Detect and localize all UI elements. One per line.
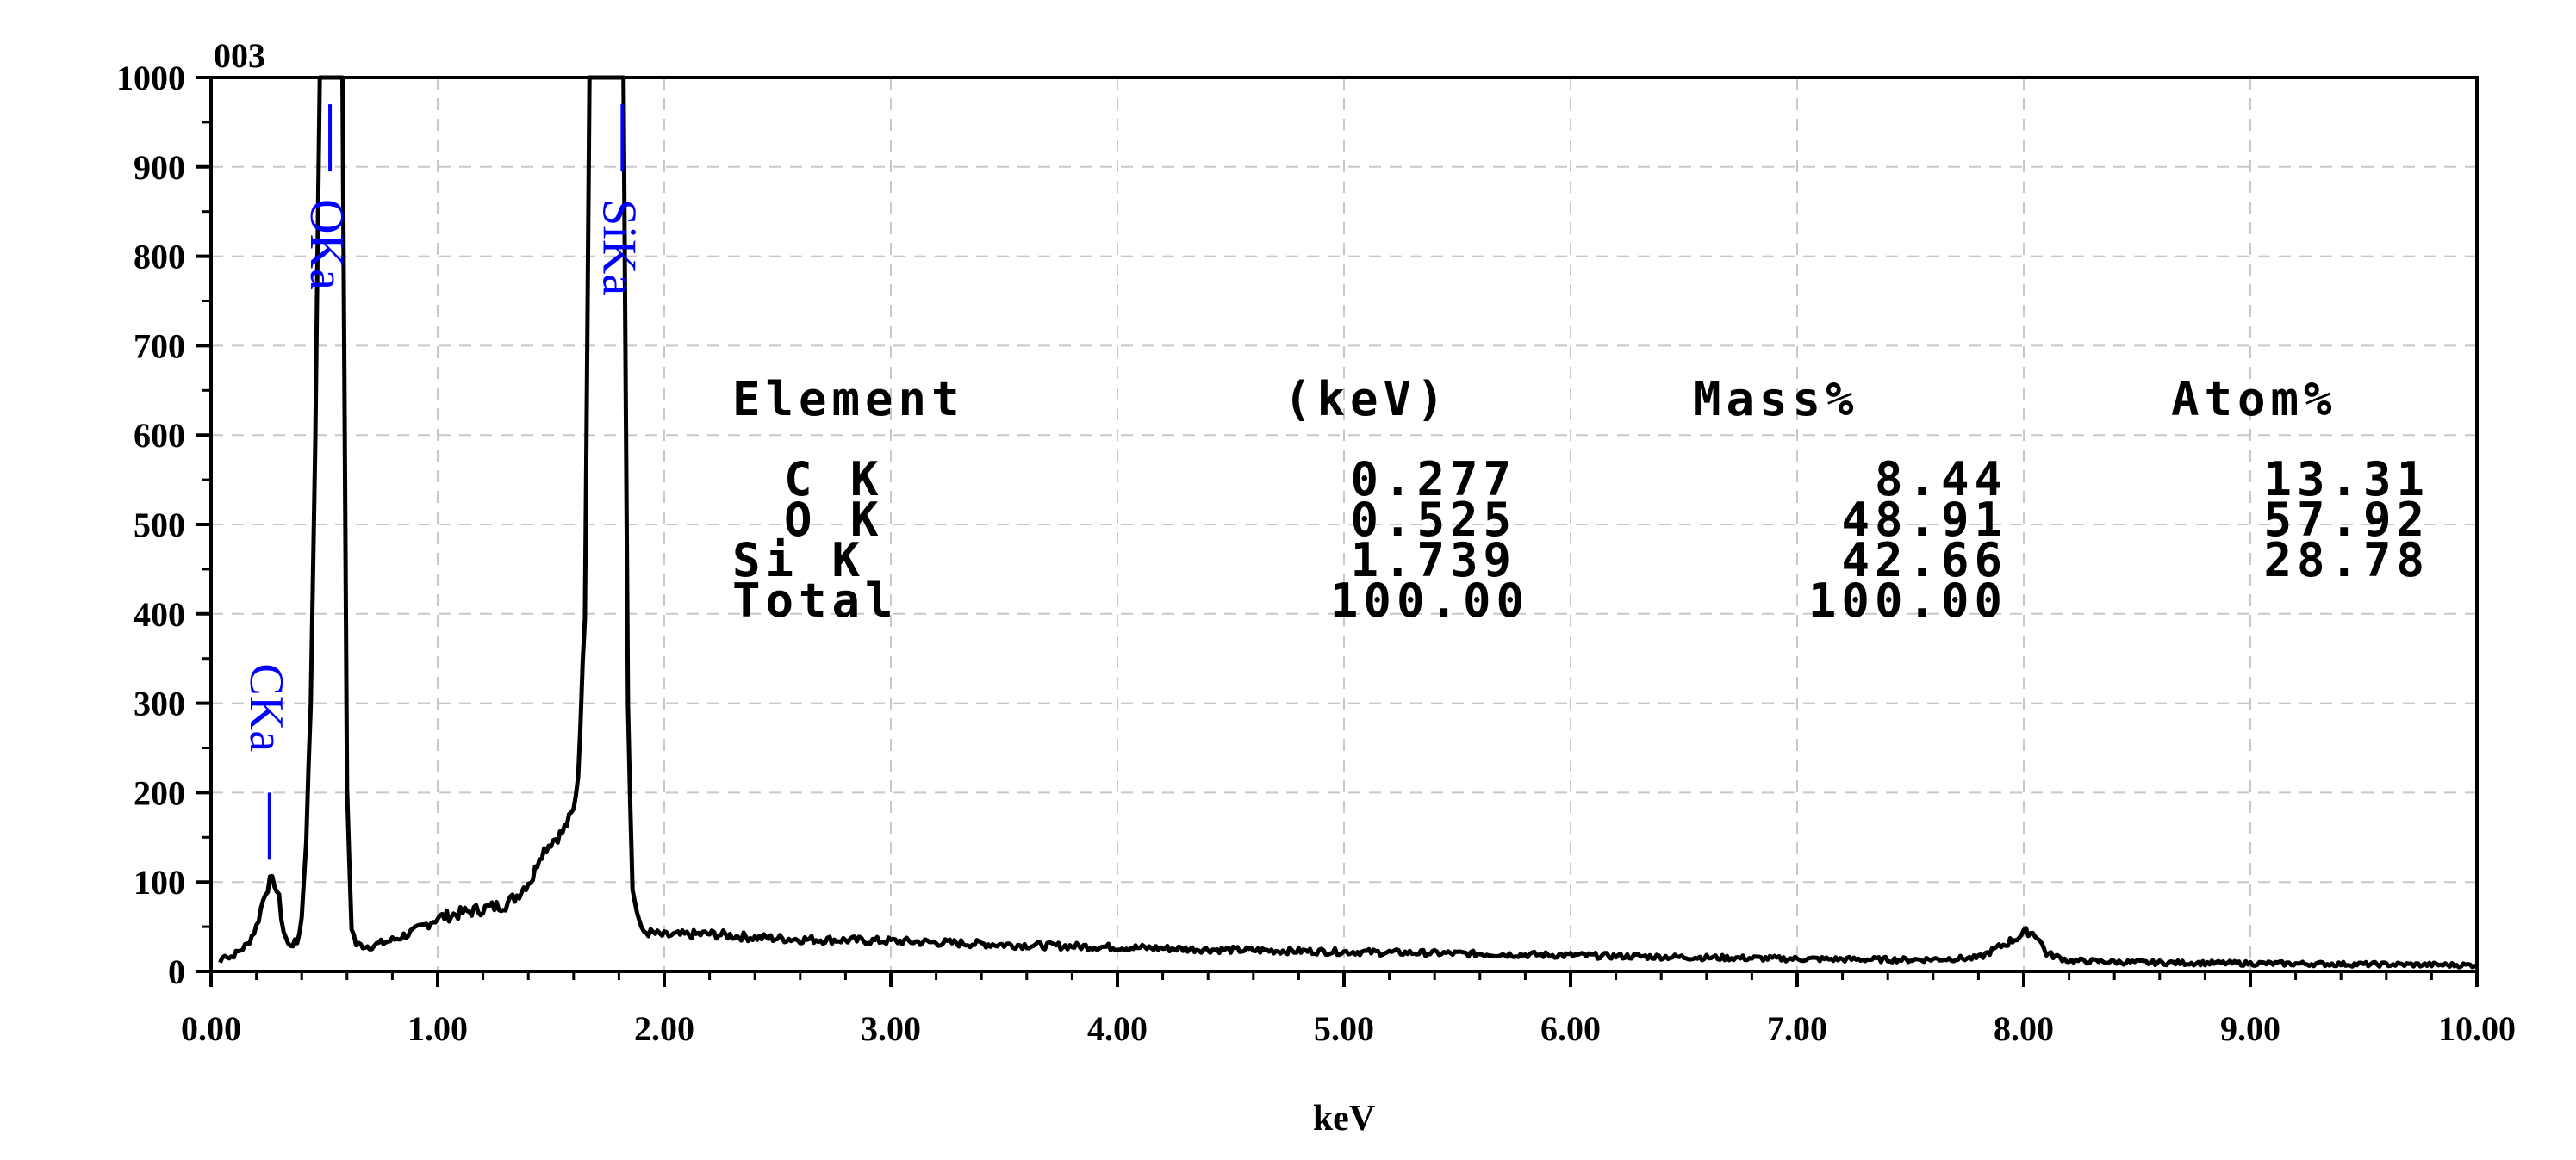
x-tick-label: 5.00	[1314, 1009, 1374, 1048]
peak-label-sika: SiKa	[592, 199, 645, 295]
table-cell: Total	[732, 574, 899, 628]
x-axis-title: keV	[1313, 1099, 1375, 1138]
table-cell: 0.277	[1350, 452, 1516, 506]
table-cell: O K	[784, 493, 884, 547]
table-cell: 48.91	[1841, 493, 2007, 547]
x-tick-label: 2.00	[634, 1009, 694, 1048]
table-cell: 42.66	[1841, 533, 2007, 587]
table-cell: 57.92	[2263, 493, 2430, 547]
y-tick-label: 900	[134, 148, 185, 187]
y-tick-label: 0	[168, 952, 185, 991]
table-cell: 100.00	[1808, 574, 2007, 628]
grid-lines	[211, 78, 2477, 971]
x-tick-label: 1.00	[408, 1009, 468, 1048]
peak-labels: CKa OKa SiKa	[240, 104, 645, 860]
table-cell: 28.78	[2263, 533, 2430, 587]
table-header-1: (keV)	[1284, 372, 1450, 426]
y-tick-label: 600	[134, 416, 185, 455]
spectrum-line	[218, 75, 2479, 970]
peak-label-cka: CKa	[240, 663, 293, 752]
table-cell: 1.739	[1350, 533, 1516, 587]
table-cell: 8.44	[1875, 452, 2007, 506]
table-cell: 13.31	[2263, 452, 2430, 506]
x-tick-label: 10.00	[2438, 1009, 2516, 1048]
y-tick-label: 100	[134, 863, 185, 902]
x-tick-label: 4.00	[1087, 1009, 1148, 1048]
y-tick-label: 700	[134, 326, 185, 365]
table-header-0: Element	[732, 372, 965, 426]
x-tick-label: 9.00	[2220, 1009, 2280, 1048]
quantification-table: Element (keV) Mass% Atom% C K 0.277 8.44 13.31 O…	[732, 372, 2430, 628]
table-header-2: Mass%	[1693, 372, 1859, 426]
x-tick-label: 3.00	[861, 1009, 921, 1048]
x-tick-label: 6.00	[1540, 1009, 1601, 1048]
table-cell: C K	[784, 452, 884, 506]
table-header-3: Atom%	[2171, 372, 2337, 426]
peak-label-oka: OKa	[300, 199, 353, 290]
spectrum-title: 003	[214, 36, 265, 75]
x-tick-label: 0.00	[181, 1009, 241, 1048]
table-cell: Si K	[732, 533, 865, 587]
x-tick-label: 8.00	[1994, 1009, 2054, 1048]
y-tick-label: 400	[134, 595, 185, 634]
table-cell: 0.525	[1350, 493, 1516, 547]
y-tick-label: 1000	[116, 59, 185, 97]
table-cell: 100.00	[1330, 574, 1529, 628]
y-tick-label: 300	[134, 685, 185, 723]
axis-ticks: 0.00 1.00 2.00 3.00 4.00 5.00 6.00 7.00 8.00 9.00…	[116, 59, 2516, 1048]
y-tick-label: 500	[134, 506, 185, 544]
y-tick-label: 800	[134, 238, 185, 276]
y-tick-label: 200	[134, 773, 185, 812]
x-tick-label: 7.00	[1767, 1009, 1827, 1048]
